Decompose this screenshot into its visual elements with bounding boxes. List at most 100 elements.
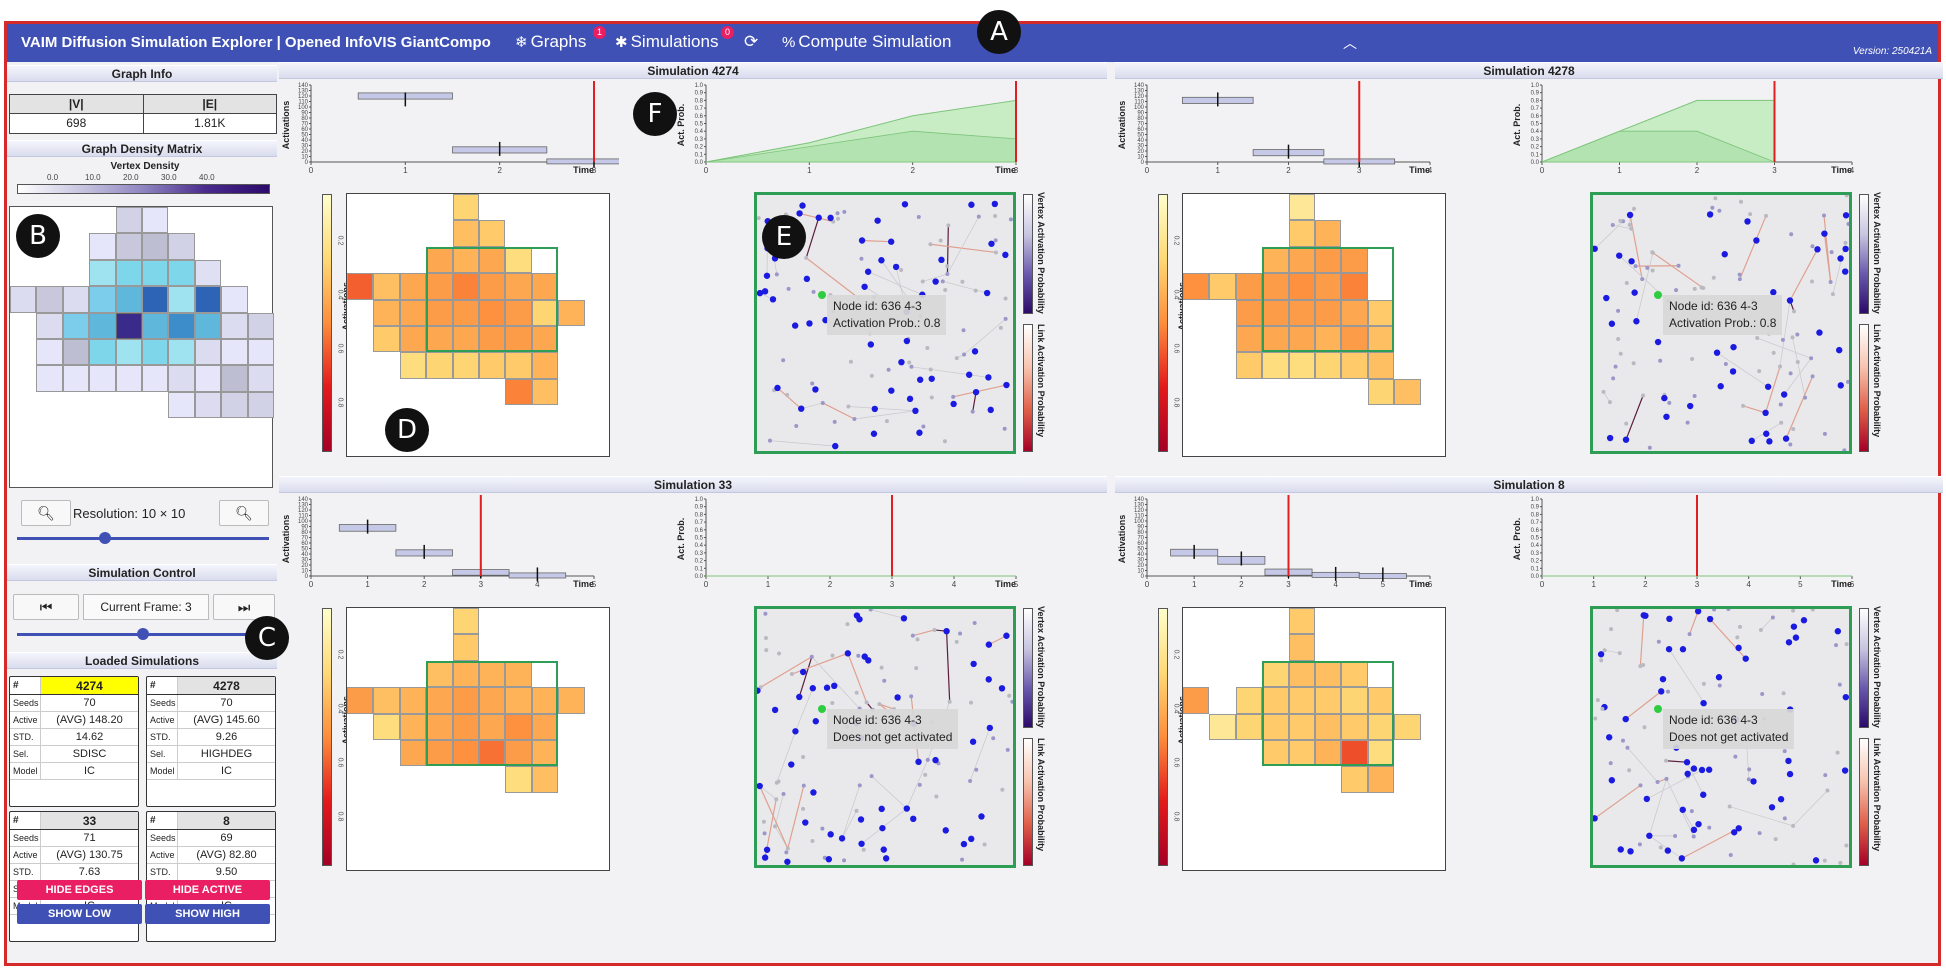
network-node[interactable]: [811, 289, 816, 294]
density-cell[interactable]: [168, 286, 195, 313]
network-node[interactable]: [1005, 747, 1010, 752]
network-node[interactable]: [1683, 759, 1691, 766]
network-node[interactable]: [1791, 426, 1796, 431]
network-node[interactable]: [1597, 651, 1605, 658]
network-node[interactable]: [791, 322, 799, 329]
network-node[interactable]: [799, 202, 806, 209]
network-node[interactable]: [802, 819, 809, 826]
network-node[interactable]: [886, 367, 891, 372]
network-node[interactable]: [769, 296, 777, 303]
heatmap-cell[interactable]: [1367, 766, 1395, 793]
heatmap-cell[interactable]: [479, 687, 506, 714]
heatmap-cell[interactable]: [399, 299, 427, 326]
network-node[interactable]: [1602, 648, 1607, 653]
network-node[interactable]: [1661, 394, 1668, 402]
network-node[interactable]: [1768, 804, 1776, 811]
density-cell[interactable]: [62, 365, 90, 392]
network-node[interactable]: [757, 687, 761, 694]
network-node[interactable]: [1618, 351, 1623, 356]
heatmap-cell[interactable]: [1262, 740, 1289, 767]
network-node[interactable]: [774, 272, 779, 277]
network-node[interactable]: [1739, 199, 1744, 204]
network-node[interactable]: [920, 279, 925, 284]
network-node[interactable]: [842, 209, 847, 214]
heatmap-cell[interactable]: [505, 687, 532, 714]
frame-slider-knob[interactable]: [137, 628, 149, 640]
activation-heatmap[interactable]: [346, 607, 610, 871]
network-node[interactable]: [1694, 609, 1702, 615]
network-node[interactable]: [1658, 845, 1663, 850]
heatmap-cell[interactable]: [1341, 766, 1368, 793]
network-node[interactable]: [1617, 651, 1622, 656]
network-node[interactable]: [1633, 318, 1640, 325]
network-node[interactable]: [1753, 237, 1760, 244]
network-node[interactable]: [880, 846, 887, 853]
network-node[interactable]: [1654, 338, 1662, 346]
density-cell[interactable]: [36, 286, 63, 313]
network-node[interactable]: [945, 264, 950, 269]
heatmap-cell[interactable]: [1235, 326, 1263, 353]
heatmap-cell[interactable]: [505, 352, 532, 379]
heatmap-cell[interactable]: [347, 273, 374, 300]
network-node[interactable]: [801, 754, 806, 759]
network-node[interactable]: [921, 424, 926, 429]
network-node[interactable]: [1007, 693, 1012, 698]
network-node[interactable]: [903, 337, 911, 345]
network-node[interactable]: [912, 407, 919, 415]
network-node[interactable]: [925, 346, 930, 351]
heatmap-cell[interactable]: [1288, 352, 1315, 379]
heatmap-cell[interactable]: [531, 713, 559, 740]
network-node[interactable]: [853, 612, 861, 619]
network-node[interactable]: [1650, 268, 1655, 273]
network-node[interactable]: [1616, 336, 1621, 341]
network-node[interactable]: [830, 700, 835, 705]
network-node[interactable]: [1638, 783, 1643, 788]
network-node[interactable]: [1629, 226, 1634, 231]
heatmap-cell[interactable]: [505, 378, 532, 406]
network-node[interactable]: [1782, 749, 1787, 754]
network-node[interactable]: [1785, 639, 1793, 646]
network-graph[interactable]: [757, 609, 1013, 865]
heatmap-cell[interactable]: [1341, 326, 1368, 353]
network-node[interactable]: [1698, 766, 1706, 774]
heatmap-cell[interactable]: [452, 352, 479, 379]
network-node[interactable]: [804, 255, 809, 260]
network-node[interactable]: [915, 758, 922, 766]
network-node[interactable]: [1770, 289, 1777, 296]
network-node[interactable]: [1645, 265, 1650, 270]
network-node[interactable]: [809, 654, 814, 659]
network-node[interactable]: [907, 360, 912, 365]
network-node[interactable]: [1646, 832, 1653, 839]
network-node[interactable]: [938, 256, 945, 264]
network-node[interactable]: [998, 685, 1006, 692]
heatmap-cell[interactable]: [505, 273, 532, 300]
network-node[interactable]: [1689, 809, 1694, 814]
heatmap-cell[interactable]: [1262, 246, 1289, 274]
network-node[interactable]: [943, 288, 948, 293]
network-node[interactable]: [1733, 754, 1738, 759]
network-node[interactable]: [763, 635, 768, 640]
network-node[interactable]: [786, 286, 791, 291]
network-node[interactable]: [812, 386, 819, 393]
show-high-button[interactable]: SHOW HIGH: [145, 904, 270, 924]
network-node[interactable]: [1795, 360, 1800, 365]
heatmap-cell[interactable]: [452, 687, 479, 714]
network-node[interactable]: [859, 256, 864, 261]
network-node[interactable]: [1738, 624, 1743, 629]
network-node[interactable]: [1706, 615, 1714, 623]
network-node[interactable]: [960, 857, 965, 862]
network-node[interactable]: [803, 275, 811, 283]
network-node[interactable]: [827, 831, 834, 838]
network-node[interactable]: [852, 416, 857, 421]
network-node[interactable]: [1613, 364, 1618, 369]
heatmap-cell[interactable]: [452, 608, 479, 635]
network-node[interactable]: [928, 375, 935, 382]
network-node[interactable]: [950, 400, 957, 408]
heatmap-cell[interactable]: [479, 220, 506, 247]
heatmap-cell[interactable]: [426, 713, 453, 740]
network-node[interactable]: [1790, 623, 1798, 630]
density-cell[interactable]: [89, 312, 116, 339]
network-node[interactable]: [1842, 693, 1849, 701]
network-node[interactable]: [1650, 250, 1655, 255]
network-node[interactable]: [870, 430, 878, 437]
